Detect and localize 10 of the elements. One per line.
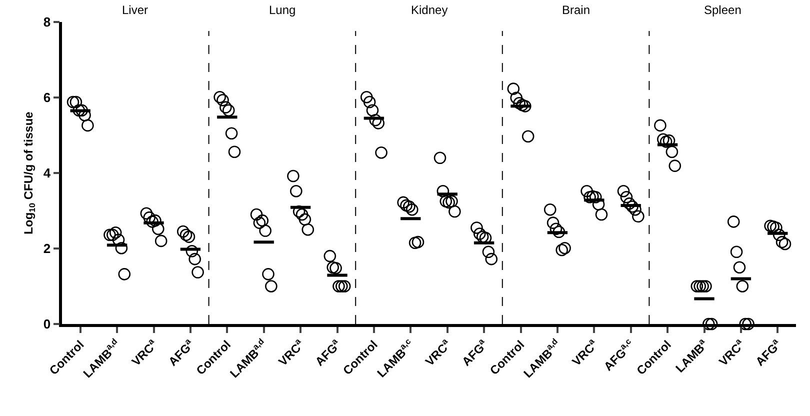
y-tick-label: 6: [43, 90, 51, 106]
y-tick-label: 2: [43, 241, 51, 256]
y-tick-label: 0: [43, 316, 51, 332]
text: Spleen: [704, 3, 742, 17]
y-tick-label: 8: [43, 14, 51, 30]
text: Brain: [562, 3, 590, 17]
y-tick-label: 4: [43, 166, 52, 181]
text: Kidney: [411, 3, 448, 17]
text: Liver: [122, 3, 148, 17]
text: Lung: [269, 3, 296, 17]
